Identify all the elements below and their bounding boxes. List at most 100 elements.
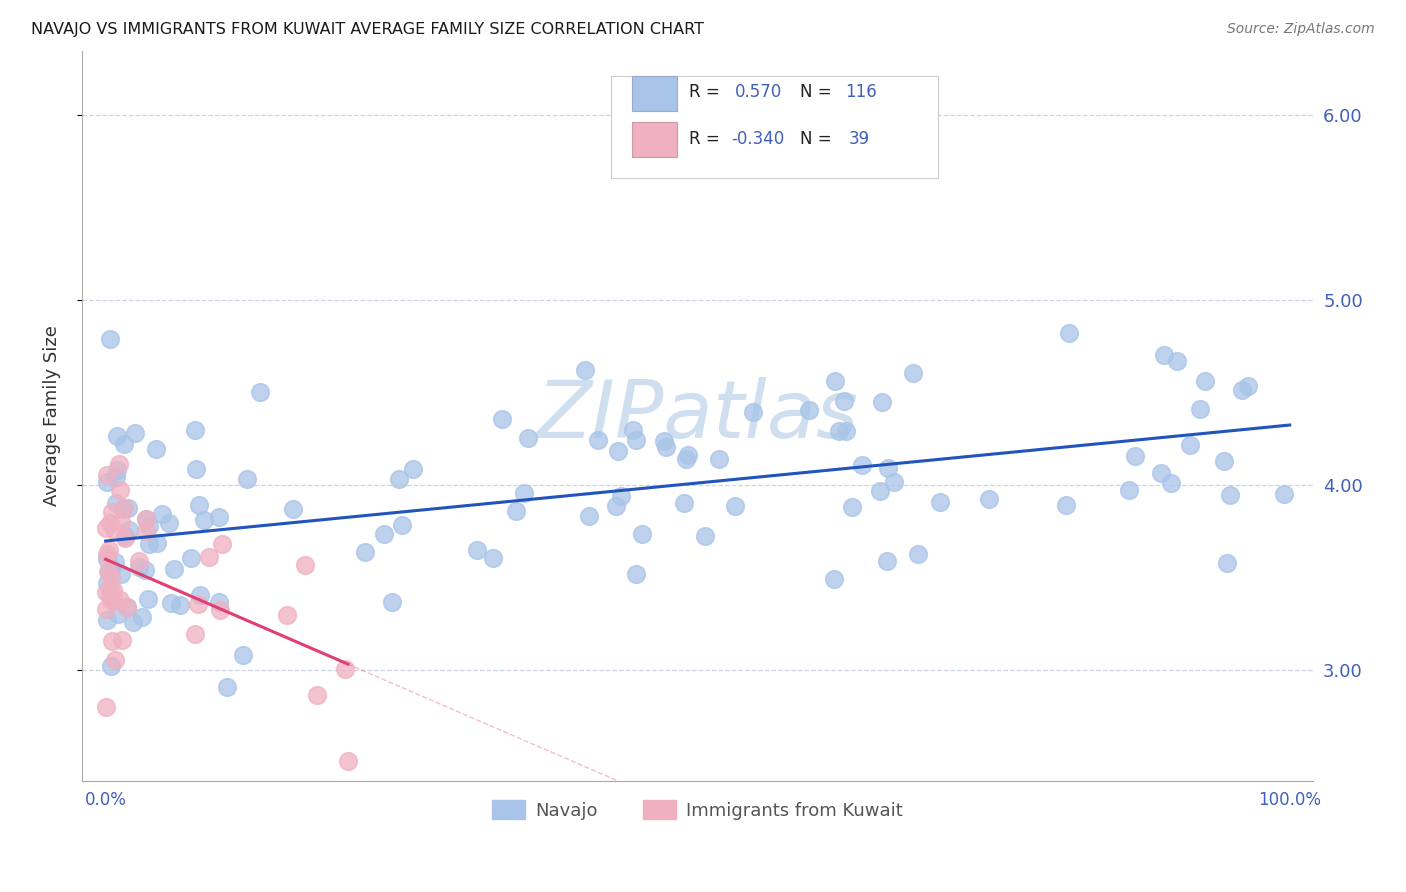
Point xyxy=(1057,326,1080,340)
Point xyxy=(97,564,120,578)
Point xyxy=(869,483,891,498)
Text: N =: N = xyxy=(800,130,831,148)
Point xyxy=(707,451,730,466)
Text: ZIPatlas: ZIPatlas xyxy=(537,376,859,455)
Point xyxy=(655,440,678,454)
Point xyxy=(138,537,160,551)
Point xyxy=(134,512,156,526)
Point xyxy=(631,527,654,541)
Point xyxy=(1149,466,1171,480)
Point xyxy=(107,607,129,621)
Point xyxy=(146,536,169,550)
Point xyxy=(108,457,131,471)
Point xyxy=(672,495,695,509)
Point xyxy=(1194,374,1216,388)
Point xyxy=(832,394,855,409)
Point xyxy=(276,607,298,622)
Point xyxy=(150,507,173,521)
Point xyxy=(1188,402,1211,417)
Point xyxy=(114,529,136,543)
Point xyxy=(104,653,127,667)
Point xyxy=(797,403,820,417)
FancyBboxPatch shape xyxy=(633,121,676,157)
Point xyxy=(388,473,411,487)
Point xyxy=(114,501,136,516)
Point xyxy=(100,570,122,584)
Point xyxy=(135,524,157,538)
Point xyxy=(104,469,127,483)
Point xyxy=(977,492,1000,507)
Point xyxy=(353,545,375,559)
Point xyxy=(96,467,118,482)
Point xyxy=(100,562,122,576)
Text: 116: 116 xyxy=(845,83,877,102)
Point xyxy=(114,437,136,451)
Point xyxy=(626,566,648,581)
Point xyxy=(96,601,118,615)
Point xyxy=(105,429,128,443)
Point xyxy=(742,404,765,418)
Point xyxy=(108,483,131,497)
Point xyxy=(100,593,122,607)
Point xyxy=(877,460,900,475)
Legend: Navajo, Immigrants from Kuwait: Navajo, Immigrants from Kuwait xyxy=(485,793,911,827)
Point xyxy=(305,688,328,702)
Point xyxy=(586,434,609,448)
Text: N =: N = xyxy=(800,83,831,102)
Point xyxy=(100,516,122,530)
Point xyxy=(823,573,845,587)
Point xyxy=(188,588,211,602)
Point xyxy=(180,550,202,565)
Point xyxy=(184,627,207,641)
Point xyxy=(624,433,647,447)
Point xyxy=(901,366,924,380)
Text: R =: R = xyxy=(689,83,720,102)
Point xyxy=(101,583,124,598)
Point xyxy=(138,519,160,533)
Point xyxy=(516,431,538,445)
Point xyxy=(198,550,221,565)
Text: NAVAJO VS IMMIGRANTS FROM KUWAIT AVERAGE FAMILY SIZE CORRELATION CHART: NAVAJO VS IMMIGRANTS FROM KUWAIT AVERAGE… xyxy=(31,22,704,37)
Point xyxy=(104,555,127,569)
Text: 39: 39 xyxy=(849,130,870,148)
Point xyxy=(621,423,644,437)
Point xyxy=(724,500,747,514)
Point xyxy=(103,592,125,607)
Point xyxy=(215,680,238,694)
Point xyxy=(98,588,121,602)
Point xyxy=(678,448,700,462)
Point xyxy=(652,434,675,449)
Point xyxy=(101,505,124,519)
Point xyxy=(824,374,846,388)
Point xyxy=(98,581,121,595)
Point xyxy=(96,613,118,627)
Point xyxy=(160,596,183,610)
Point xyxy=(96,576,118,591)
Point xyxy=(128,560,150,574)
Point xyxy=(96,475,118,489)
Point xyxy=(112,502,135,516)
Point xyxy=(373,527,395,541)
Point xyxy=(97,542,120,557)
Point xyxy=(187,597,209,611)
Point xyxy=(402,461,425,475)
Point xyxy=(693,529,716,543)
Point xyxy=(870,395,893,409)
Point xyxy=(607,444,630,458)
Point xyxy=(98,566,121,580)
Point xyxy=(505,504,527,518)
Point xyxy=(232,648,254,662)
Point xyxy=(186,462,208,476)
Point xyxy=(110,566,132,581)
Point xyxy=(96,547,118,561)
Point xyxy=(876,554,898,568)
Point xyxy=(163,562,186,576)
Point xyxy=(96,521,118,535)
Point xyxy=(157,516,180,530)
Point xyxy=(96,585,118,599)
Point xyxy=(209,602,232,616)
Point xyxy=(108,593,131,607)
Point xyxy=(1219,488,1241,502)
Point xyxy=(883,475,905,489)
Point xyxy=(135,511,157,525)
